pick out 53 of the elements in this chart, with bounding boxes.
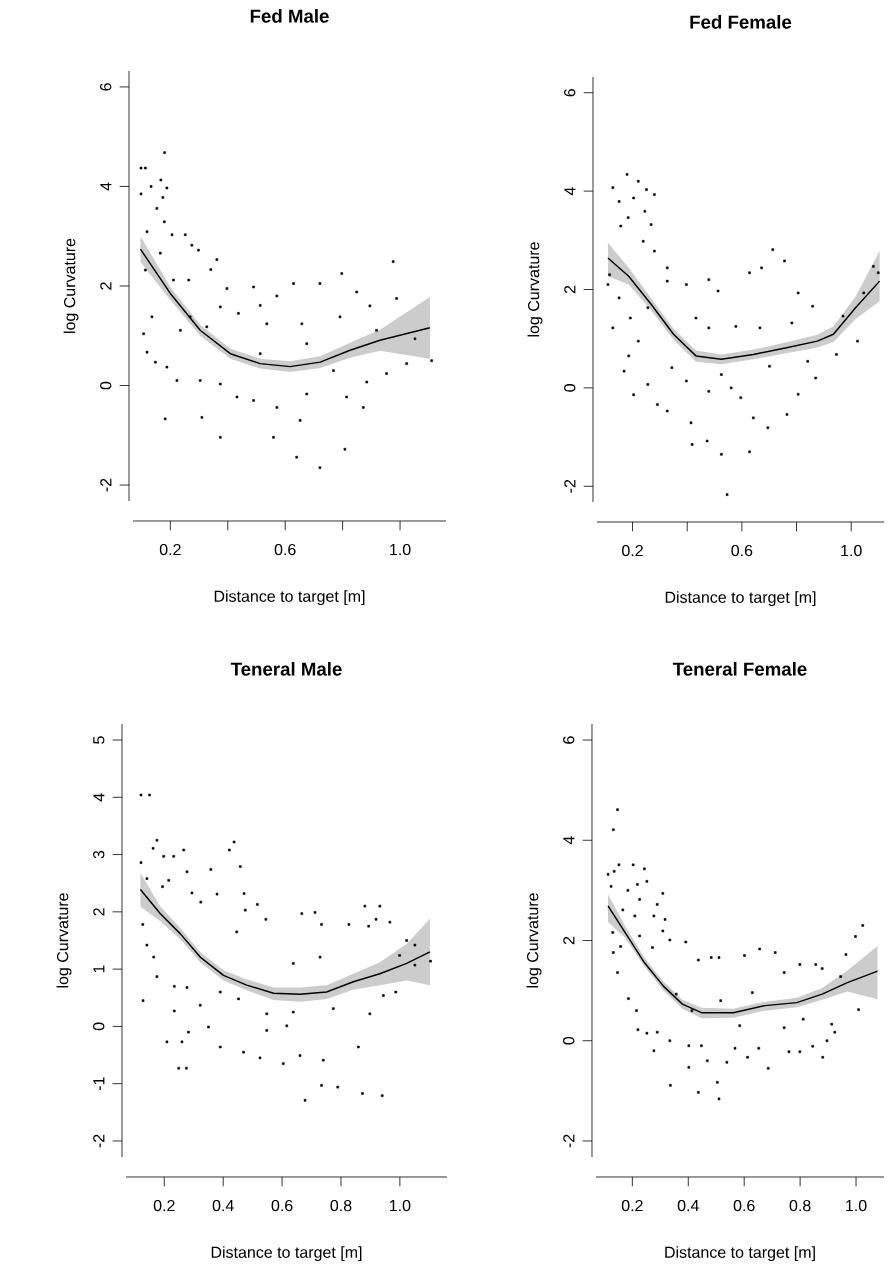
y-tick-label: 1 [93,965,105,973]
x-tick-label: 0.2 [153,1199,175,1212]
x-tick-label: 1.0 [390,543,411,556]
chart-title: Fed Male [250,9,329,23]
x-axis-title: Distance to target [m] [214,590,365,606]
x-tick-label: 0.8 [789,1199,811,1212]
y-tick-label: 6 [564,88,576,97]
y-tick-label: -2 [93,1134,105,1148]
y-axis-title: log Curvature [56,893,72,988]
x-tick-label: 0.4 [677,1199,699,1212]
y-tick-label: 6 [100,83,112,91]
x-axis-title: Distance to target [m] [211,1246,362,1262]
chart-title: Fed Female [690,15,792,29]
y-tick-label: -2 [564,479,576,493]
line-series [607,257,881,361]
chart-title: Teneral Female [672,662,807,676]
x-axis-title: Distance to target [m] [665,1246,815,1262]
y-tick-label: 2 [563,936,575,945]
y-tick-label: 2 [564,285,576,294]
x-tick-label: 0.6 [274,543,296,556]
y-tick-label: 5 [93,736,105,744]
y-tick-label: 2 [100,282,112,290]
y-tick-label: 0 [563,1036,575,1045]
y-tick-label: 0 [100,381,112,390]
y-axis-title: log Curvature [527,242,543,337]
x-tick-label: 0.2 [159,543,181,556]
line-series [139,888,431,996]
x-tick-label: 1.0 [846,1199,867,1212]
x-tick-label: 0.2 [621,1199,643,1212]
y-tick-label: -2 [563,1134,575,1148]
y-tick-label: -1 [93,1077,105,1091]
y-axis-title: log Curvature [526,893,542,988]
y-tick-label: 4 [563,836,575,845]
y-tick-label: 4 [564,187,576,196]
y-tick-label: 4 [100,182,112,191]
y-axis-title: log Curvature [63,238,79,333]
y-tick-label: 4 [93,793,105,802]
x-tick-label: 0.6 [271,1199,293,1212]
y-tick-label: -2 [100,478,112,492]
x-tick-label: 0.8 [330,1199,352,1212]
x-axis-title: Distance to target [m] [665,591,816,607]
x-tick-label: 0.6 [733,1199,755,1212]
x-tick-label: 1.0 [389,1199,411,1212]
y-tick-label: 0 [564,384,576,392]
x-tick-label: 1.0 [841,544,862,557]
y-tick-label: 3 [93,850,105,859]
x-tick-label: 0.6 [731,544,753,557]
y-tick-label: 2 [93,908,105,916]
y-tick-label: 6 [563,736,575,744]
y-tick-label: 0 [93,1022,105,1031]
x-tick-label: 0.4 [212,1199,234,1212]
x-tick-label: 0.2 [622,544,643,557]
chart-title: Teneral Male [230,662,342,676]
